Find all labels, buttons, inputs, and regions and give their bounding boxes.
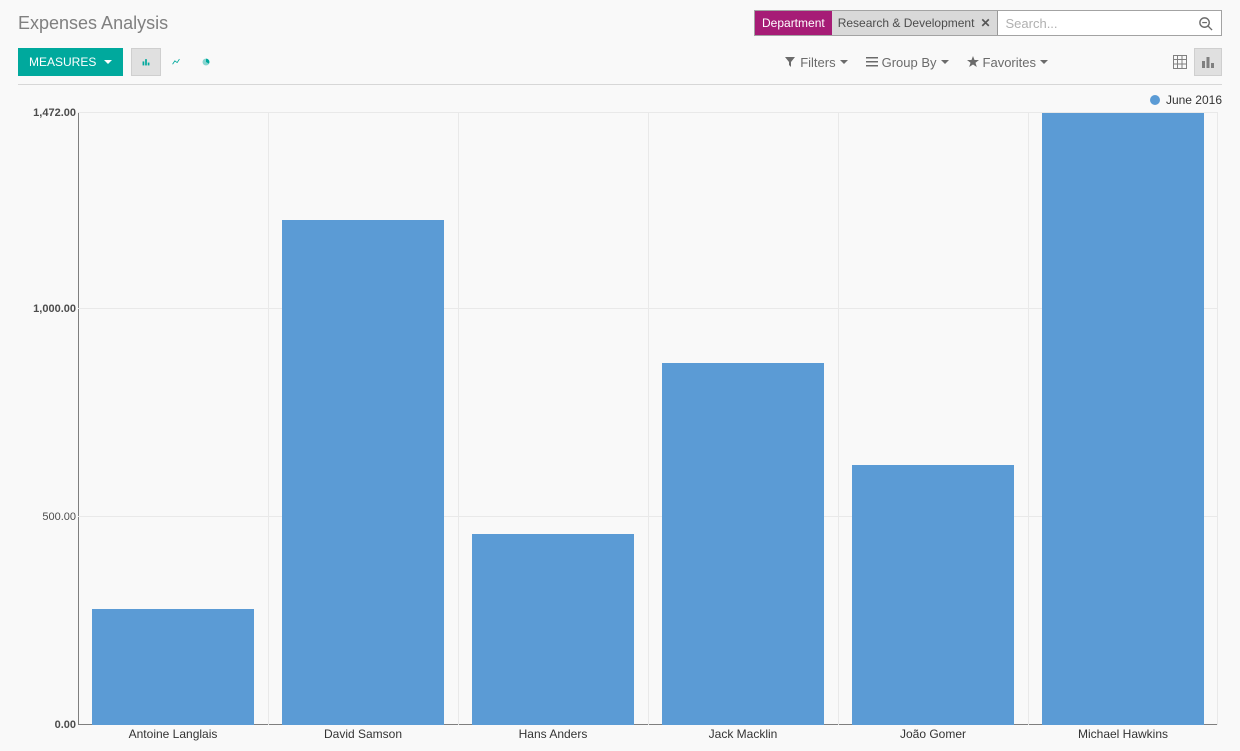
favorites-label: Favorites: [983, 55, 1036, 70]
caret-down-icon: [104, 60, 112, 64]
bar[interactable]: [852, 465, 1014, 725]
bar[interactable]: [282, 220, 444, 725]
grid-vline: [78, 113, 79, 725]
measures-label: MEASURES: [29, 55, 96, 69]
favorites-dropdown[interactable]: Favorites: [967, 55, 1048, 70]
y-tick-label: 500.00: [18, 511, 76, 523]
caret-down-icon: [1040, 60, 1048, 64]
x-axis-label: David Samson: [324, 727, 402, 741]
divider: [18, 84, 1222, 85]
search-facet: Department Research & Development ✕: [755, 11, 998, 35]
chart-area: June 2016 1,472.001,000.00500.000.00 Ant…: [18, 91, 1222, 751]
line-chart-button[interactable]: [161, 48, 191, 76]
grid-vline: [648, 113, 649, 725]
view-switcher: [1166, 48, 1222, 76]
grid-vline: [1028, 113, 1029, 725]
facet-remove-icon[interactable]: ✕: [980, 16, 990, 30]
filters-dropdown[interactable]: Filters: [784, 55, 847, 70]
chart-type-group: [131, 48, 221, 76]
y-axis: 1,472.001,000.00500.000.00: [18, 113, 76, 725]
bar-chart-button[interactable]: [131, 48, 161, 76]
search-icon[interactable]: [1190, 16, 1221, 31]
filter-icon: [784, 56, 796, 68]
search-bar[interactable]: Department Research & Development ✕: [754, 10, 1222, 36]
y-tick-label: 0.00: [18, 719, 76, 731]
graph-view-button[interactable]: [1194, 48, 1222, 76]
bar[interactable]: [662, 363, 824, 725]
x-axis-label: Hans Anders: [519, 727, 588, 741]
x-axis-label: Antoine Langlais: [129, 727, 218, 741]
grid-vline: [838, 113, 839, 725]
y-tick-label: 1,000.00: [18, 303, 76, 315]
facet-value: Research & Development ✕: [832, 11, 997, 35]
x-axis-label: Michael Hawkins: [1078, 727, 1168, 741]
x-axis-label: Jack Macklin: [709, 727, 778, 741]
bar[interactable]: [92, 609, 254, 725]
chart-legend[interactable]: June 2016: [1150, 93, 1222, 107]
caret-down-icon: [840, 60, 848, 64]
bars-container: [78, 113, 1218, 725]
grid-vline: [1217, 113, 1218, 725]
grid-vline: [458, 113, 459, 725]
caret-down-icon: [941, 60, 949, 64]
bar[interactable]: [472, 534, 634, 725]
bar[interactable]: [1042, 113, 1204, 725]
chart-plot: 1,472.001,000.00500.000.00 Antoine Langl…: [78, 113, 1218, 725]
pie-chart-button[interactable]: [191, 48, 221, 76]
legend-label: June 2016: [1166, 93, 1222, 107]
grid-vline: [268, 113, 269, 725]
measures-button[interactable]: MEASURES: [18, 48, 123, 76]
pivot-view-button[interactable]: [1166, 48, 1194, 76]
x-axis-label: João Gomer: [900, 727, 966, 741]
groupby-dropdown[interactable]: Group By: [866, 55, 949, 70]
y-tick-label: 1,472.00: [18, 107, 76, 119]
x-axis-labels: Antoine Langlais David Samson Hans Anders J…: [78, 727, 1218, 747]
groupby-label: Group By: [882, 55, 937, 70]
filters-label: Filters: [800, 55, 835, 70]
star-icon: [967, 56, 979, 68]
facet-value-text: Research & Development: [838, 16, 975, 30]
legend-dot-icon: [1150, 95, 1160, 105]
list-icon: [866, 56, 878, 68]
facet-category: Department: [755, 11, 832, 35]
page-title: Expenses Analysis: [18, 13, 168, 34]
search-input[interactable]: [998, 16, 1191, 31]
